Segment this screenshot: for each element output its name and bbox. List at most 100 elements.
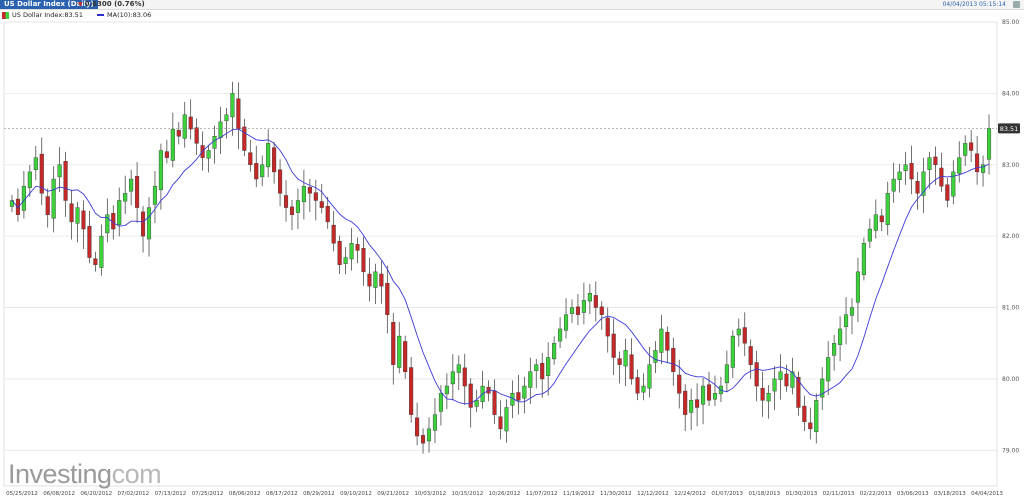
- candle: [659, 328, 664, 353]
- candle: [516, 392, 521, 401]
- candle: [969, 142, 974, 151]
- candle: [319, 201, 324, 208]
- candle: [397, 335, 402, 368]
- candle: [879, 215, 884, 223]
- legend-label: MA(10):83.06: [107, 11, 152, 19]
- candle: [426, 428, 432, 442]
- candle: [986, 128, 992, 160]
- candle: [283, 195, 289, 208]
- candle: [462, 367, 467, 387]
- candle: [343, 257, 348, 264]
- candle: [152, 185, 158, 205]
- candle: [278, 169, 283, 194]
- x-tick-label: 08/17/2012: [266, 491, 298, 497]
- x-tick-label: 09/10/2012: [340, 491, 372, 497]
- candle: [814, 400, 819, 432]
- candle: [653, 350, 658, 363]
- candle: [349, 243, 354, 260]
- settings-icon[interactable]: [1013, 1, 1020, 8]
- candle: [569, 307, 575, 314]
- candle: [575, 306, 580, 315]
- candle: [474, 400, 479, 407]
- candle: [254, 163, 259, 180]
- candle: [897, 171, 902, 180]
- candle: [689, 400, 694, 413]
- candle: [307, 187, 312, 194]
- candle: [826, 357, 831, 382]
- candle: [820, 378, 825, 398]
- candle: [379, 273, 384, 287]
- candle: [748, 346, 753, 365]
- candle: [832, 343, 837, 356]
- candle: [373, 271, 378, 288]
- x-tick-label: 06/08/2012: [43, 491, 75, 497]
- logo-suffix: com: [111, 459, 162, 489]
- x-tick-label: 01/18/2013: [748, 491, 780, 497]
- candle: [140, 211, 146, 237]
- candle: [736, 328, 741, 336]
- candle: [331, 224, 336, 244]
- candle: [802, 405, 807, 422]
- candle: [540, 363, 545, 380]
- candle: [885, 193, 890, 225]
- candle: [778, 371, 783, 380]
- candle: [492, 390, 497, 415]
- candle: [927, 157, 932, 170]
- candle: [581, 300, 586, 313]
- candle: [123, 193, 128, 202]
- x-tick-label: 12/24/2012: [674, 491, 706, 497]
- candle: [587, 293, 592, 302]
- candle: [665, 331, 670, 351]
- candle: [218, 121, 223, 138]
- candle: [599, 306, 604, 315]
- candle: [593, 295, 598, 308]
- candle: [808, 422, 813, 430]
- candle: [909, 163, 914, 180]
- x-tick-label: 08/06/2012: [229, 491, 261, 497]
- candle: [528, 371, 533, 388]
- x-tick-label: 10/26/2012: [489, 491, 521, 497]
- candle: [456, 364, 461, 373]
- candle: [415, 417, 420, 437]
- instrument-title[interactable]: US Dollar Index (Daily): [0, 0, 98, 9]
- candle: [313, 192, 318, 201]
- candle: [975, 153, 980, 173]
- candle: [33, 157, 38, 170]
- candle: [647, 364, 652, 389]
- timestamp: 04/04/2013 05:15:14: [942, 1, 1006, 8]
- candle: [563, 314, 569, 331]
- candle: [164, 151, 169, 158]
- candle: [730, 335, 735, 368]
- candle: [146, 207, 152, 240]
- candle: [772, 378, 777, 392]
- logo-brand: Investing: [8, 459, 112, 489]
- x-tick-label: 03/06/2013: [897, 491, 929, 497]
- candle: [63, 160, 68, 201]
- x-tick-label: 11/07/2012: [526, 491, 558, 497]
- candle: [933, 156, 938, 165]
- candle: [27, 171, 32, 188]
- candle: [468, 383, 473, 408]
- candle: [325, 205, 330, 223]
- candle: [51, 178, 56, 219]
- candle: [206, 150, 211, 159]
- price-change: ▼ 0.6300 (0.76%): [78, 0, 145, 9]
- x-tick-label: 01/07/2013: [711, 491, 743, 497]
- y-tick-label: 83.00: [1002, 162, 1019, 169]
- x-tick-label: 10/15/2012: [452, 491, 484, 497]
- candle: [903, 164, 908, 172]
- line-icon: [97, 14, 105, 16]
- legend-item-ma: MA(10):83.06: [97, 11, 151, 19]
- candle: [742, 327, 747, 344]
- candle: [915, 180, 920, 194]
- candle: [266, 143, 271, 168]
- candle: [981, 164, 986, 173]
- candle: [641, 385, 646, 393]
- candle: [522, 385, 527, 399]
- candle: [295, 200, 300, 213]
- candle: [867, 228, 872, 242]
- candle: [951, 171, 956, 197]
- candle: [391, 321, 396, 365]
- candle: [188, 116, 193, 130]
